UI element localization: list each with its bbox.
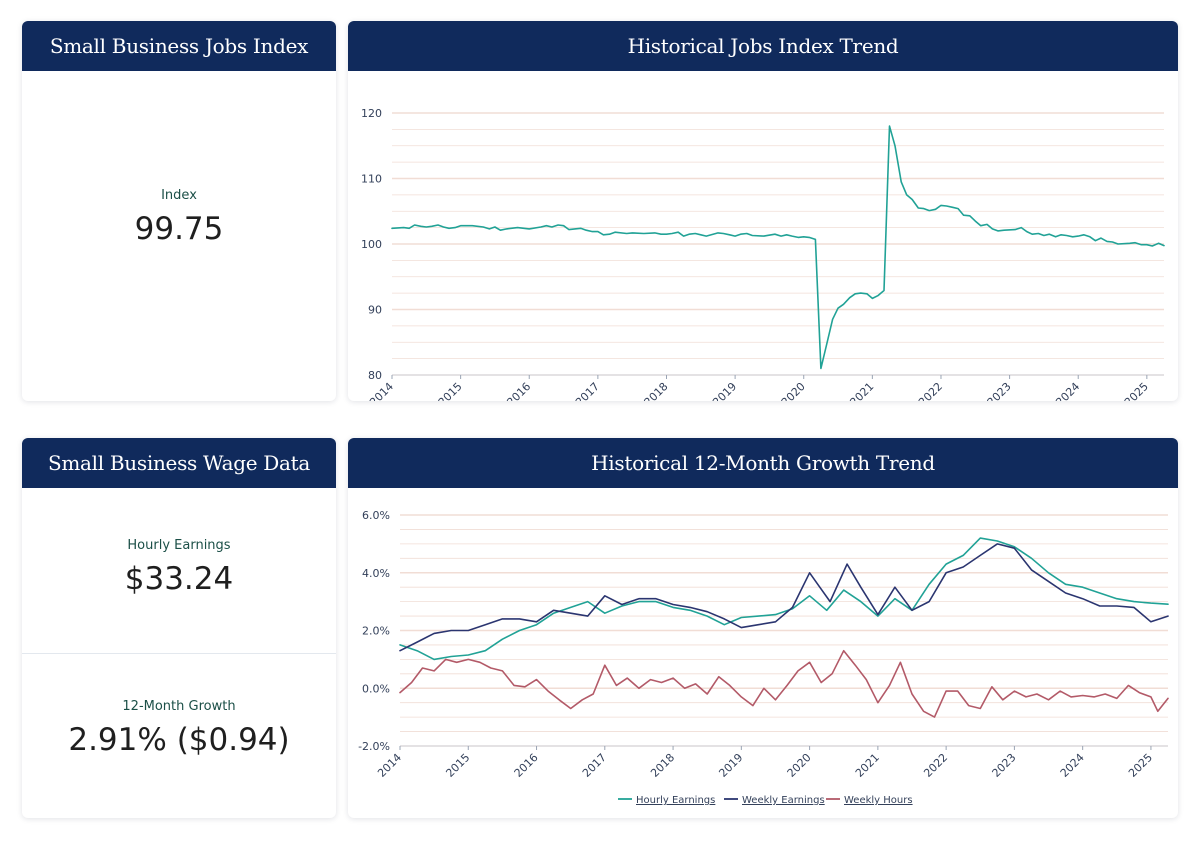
weekly-hours-line: [399, 649, 1169, 718]
growth-label: 12-Month Growth: [122, 699, 236, 714]
x-tick-label: 2014: [367, 380, 396, 401]
jobs-trend-title: Historical Jobs Index Trend: [627, 34, 899, 58]
x-tick-label: 2020: [785, 751, 814, 780]
growth-trend-title: Historical 12-Month Growth Trend: [591, 451, 935, 475]
x-tick-label: 2016: [512, 751, 541, 780]
legend-label-weekly-hours: Weekly Hours: [844, 795, 913, 806]
growth-trend-header: Historical 12-Month Growth Trend: [348, 438, 1178, 488]
y-tick-label: 2.0%: [362, 625, 390, 638]
y-tick-label: 120: [361, 107, 382, 120]
y-tick-label: 6.0%: [362, 509, 390, 522]
hourly-earnings-label: Hourly Earnings: [127, 538, 231, 553]
x-tick-label: 2015: [443, 751, 472, 780]
x-tick-label: 2025: [1126, 751, 1155, 780]
x-tick-label: 2025: [1122, 380, 1151, 401]
jobs-trend-card: Historical Jobs Index Trend 80 90 100 110 12…: [348, 21, 1178, 401]
growth-value: 2.91% ($0.94): [68, 722, 290, 758]
growth-trend-card: Historical 12-Month Growth Trend -2.0% 0.…: [348, 438, 1178, 818]
y-tick-label: 100: [361, 238, 382, 251]
x-tick-label: 2019: [710, 380, 739, 401]
jobs-index-title: Small Business Jobs Index: [49, 34, 309, 58]
x-tick-label: 2023: [990, 751, 1019, 780]
x-tick-label: 2015: [436, 380, 465, 401]
x-tick-label: 2018: [648, 751, 677, 780]
x-tick-label: 2022: [916, 380, 945, 401]
weekly-earnings-line: [399, 543, 1169, 652]
legend-label-hourly-earnings: Hourly Earnings: [636, 795, 715, 806]
x-tick-label: 2023: [985, 380, 1014, 401]
x-tick-label: 2024: [1053, 380, 1082, 401]
x-tick-label: 2020: [779, 380, 808, 401]
wage-data-card: Small Business Wage Data Hourly Earnings…: [22, 438, 336, 818]
jobs-index-header: Small Business Jobs Index: [22, 21, 336, 71]
index-value: 99.75: [134, 211, 224, 247]
y-tick-label: 110: [361, 173, 382, 186]
jobs-trend-header: Historical Jobs Index Trend: [348, 21, 1178, 71]
x-tick-label: 2014: [375, 751, 404, 780]
x-tick-label: 2017: [573, 380, 602, 401]
x-tick-label: 2017: [580, 751, 609, 780]
x-tick-label: 2024: [1058, 751, 1087, 780]
y-tick-label: -2.0%: [358, 740, 390, 753]
hourly-earnings-value: $33.24: [124, 561, 234, 597]
y-tick-label: 80: [368, 369, 382, 382]
x-tick-label: 2021: [853, 751, 882, 780]
legend-label-weekly-earnings: Weekly Earnings: [742, 795, 825, 806]
x-tick-label: 2016: [504, 380, 533, 401]
hourly-earnings-line: [399, 537, 1169, 661]
wage-data-title: Small Business Wage Data: [47, 451, 311, 475]
jobs-index-card: Small Business Jobs Index Index 99.75: [22, 21, 336, 401]
x-tick-label: 2021: [847, 380, 876, 401]
wage-divider: [22, 653, 336, 654]
growth-trend-chart: -2.0% 0.0% 2.0% 4.0% 6.0% 2014 2015 2016 2017 201…: [358, 509, 1169, 806]
x-tick-label: 2019: [716, 751, 745, 780]
x-tick-label: 2018: [642, 380, 671, 401]
index-line: [391, 125, 1165, 370]
wage-data-header: Small Business Wage Data: [22, 438, 336, 488]
index-label: Index: [161, 188, 197, 203]
y-tick-label: 90: [368, 304, 382, 317]
y-tick-label: 0.0%: [362, 682, 390, 695]
y-tick-label: 4.0%: [362, 567, 390, 580]
jobs-trend-chart: 80 90 100 110 120 2014 2015 2016 2017 2018 2019 202…: [361, 107, 1165, 401]
x-tick-label: 2022: [921, 751, 950, 780]
